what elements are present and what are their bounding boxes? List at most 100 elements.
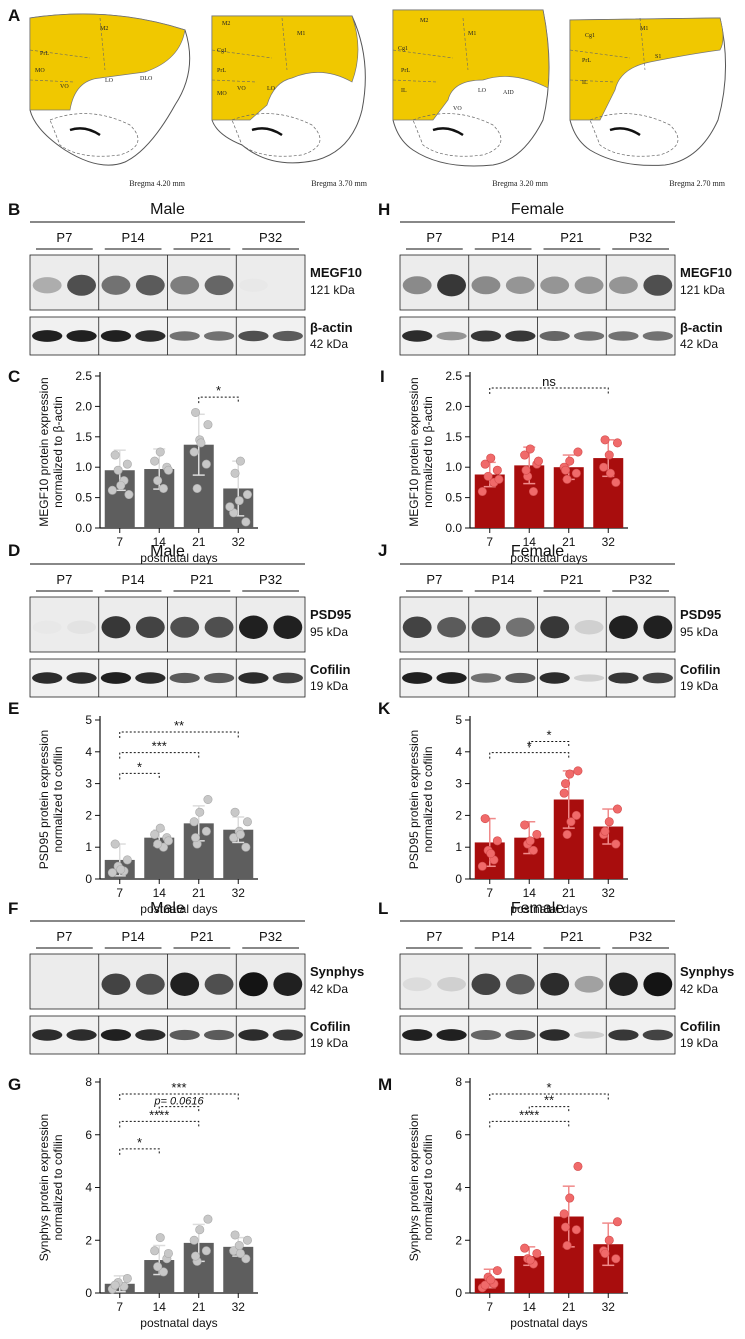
sex-title: Female [511, 201, 564, 218]
blot-panel-h: Female P7 P14 P21 P32 MEGF10 121 kDa β-actin 42 … [399, 201, 732, 356]
panel-letter-g: G [8, 1075, 22, 1094]
panel-letter-k: K [378, 699, 391, 718]
significance-label: *** [152, 739, 167, 754]
significance-label: * [216, 383, 221, 398]
control-band [470, 1030, 502, 1040]
y-tick-label: 4 [85, 1181, 92, 1195]
significance-label: **** [519, 1107, 539, 1122]
control-band [539, 331, 570, 341]
data-point [492, 1266, 502, 1276]
data-point [532, 829, 542, 839]
x-tick-label: 7 [486, 535, 493, 549]
target-protein-label: Synphys [310, 964, 364, 979]
x-tick-label: 32 [602, 1300, 616, 1314]
atlas-region-label: MO [35, 68, 45, 74]
target-band [67, 620, 96, 634]
atlas-panel: M2 PrL MO VO LO DLO Bregma 4.20 mm M2 M1 Cg1 PrL MO… [29, 9, 727, 188]
data-point [561, 1222, 571, 1232]
target-band [471, 616, 501, 638]
y-tick-label: 1.5 [75, 430, 92, 444]
data-point [163, 1248, 173, 1258]
lane-label-p32: P32 [629, 230, 652, 245]
y-tick-label: 2 [455, 1233, 462, 1247]
data-point [235, 1248, 245, 1258]
data-point [153, 1262, 163, 1272]
atlas-section: M2 PrL MO VO LO DLO [29, 13, 191, 166]
y-tick-label: 2.5 [75, 369, 92, 383]
significance-label: **** [149, 1107, 169, 1122]
target-band [239, 972, 268, 997]
y-tick-label: 2 [85, 1233, 92, 1247]
data-point [562, 829, 572, 839]
data-point [122, 855, 132, 865]
x-tick-label: 14 [523, 535, 537, 549]
data-point [612, 438, 622, 448]
data-point [235, 829, 245, 839]
data-point [234, 1241, 244, 1251]
control-band [608, 1029, 639, 1041]
target-band [540, 616, 570, 639]
atlas-region-label: M2 [222, 21, 230, 27]
x-tick-label: 21 [562, 535, 576, 549]
x-tick-label: 21 [562, 1300, 576, 1314]
control-protein-label: Cofilin [310, 662, 350, 677]
target-band [402, 616, 432, 639]
significance-bracket [528, 1106, 570, 1113]
control-band [573, 331, 605, 341]
lane-label-p7: P7 [56, 572, 72, 587]
lane-label-p21: P21 [560, 929, 583, 944]
data-point [203, 420, 213, 430]
y-tick-label: 5 [455, 713, 462, 727]
y-tick-label: 0 [455, 1286, 462, 1300]
x-tick-label: 14 [153, 1300, 167, 1314]
atlas-region-label: M1 [297, 31, 305, 37]
data-point [191, 407, 201, 417]
data-point [195, 807, 205, 817]
y-tick-label: 0 [85, 1286, 92, 1300]
blot-panel-j: Female P7 P14 P21 P32 PSD95 95 kDa Cofilin 19 kD… [399, 543, 721, 698]
x-tick-label: 14 [153, 535, 167, 549]
significance-bracket [119, 731, 239, 738]
panel-letter-j: J [378, 541, 388, 560]
y-tick-label: 1 [455, 840, 462, 854]
control-band [642, 672, 673, 684]
data-point [494, 474, 504, 484]
data-point [521, 465, 531, 475]
control-band [169, 672, 200, 684]
data-point [201, 459, 211, 469]
target-band [101, 973, 131, 996]
data-point [604, 1235, 614, 1245]
control-band [539, 672, 570, 684]
data-point [163, 836, 173, 846]
lane-label-p21: P21 [560, 572, 583, 587]
lane-label-p14: P14 [122, 230, 145, 245]
data-point [612, 804, 622, 814]
y-tick-label: 0.5 [445, 491, 462, 505]
y-tick-label: 5 [85, 713, 92, 727]
significance-bracket [119, 1148, 160, 1155]
control-protein-label: Cofilin [680, 1019, 720, 1034]
y-axis-label: normalized to β-actin [421, 396, 435, 508]
blot-panel-d: Male P7 P14 P21 P32 PSD95 95 kDa Cofilin 19 kDa [29, 543, 351, 698]
bregma-label: Bregma 3.70 mm [311, 179, 368, 188]
data-point [192, 483, 202, 493]
target-band [609, 615, 638, 639]
significance-label: ns [542, 374, 556, 389]
control-band [135, 672, 166, 684]
y-axis-label: Synphys protein expression [37, 1114, 51, 1261]
y-tick-label: 1.0 [445, 460, 462, 474]
atlas-region-label: Cg1 [585, 33, 595, 39]
control-band [505, 1029, 536, 1041]
significance-bracket [119, 772, 160, 780]
data-point [612, 1217, 622, 1227]
data-point [242, 490, 252, 500]
panel-letter-i: I [380, 367, 385, 386]
control-band [203, 331, 235, 341]
panel-letter-h: H [378, 200, 391, 219]
sex-title: Male [150, 543, 185, 560]
lane-label-p32: P32 [259, 929, 282, 944]
data-point [525, 836, 535, 846]
significance-label: * [137, 1135, 142, 1150]
x-axis-label: postnatal days [510, 551, 587, 565]
y-tick-label: 3 [85, 777, 92, 791]
